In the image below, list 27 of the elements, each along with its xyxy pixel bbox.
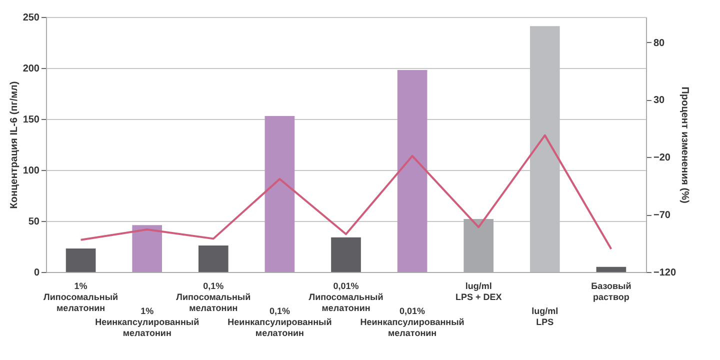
y-tick-label: 100 xyxy=(22,166,40,176)
bar xyxy=(397,70,428,272)
line-series xyxy=(80,134,612,250)
x-tick-label: 0,01% Липосомальный мелатонин xyxy=(308,281,384,313)
y-tick-label: 50 xyxy=(28,216,40,228)
bar xyxy=(264,116,295,272)
x-tick-label: Базовый раствор xyxy=(591,281,632,302)
y-tick-label: 200 xyxy=(22,64,40,74)
y2-tick-label: 80 xyxy=(654,38,666,49)
bar xyxy=(132,225,162,272)
y2-tick-label: −120 xyxy=(654,268,676,278)
y-tick-label: 250 xyxy=(22,12,40,24)
bar xyxy=(66,248,96,272)
y2-axis-title: Процент изменения (%) xyxy=(679,86,690,204)
bar xyxy=(596,266,626,272)
x-tick-label: lug/ml LPS + DEX xyxy=(455,281,502,302)
x-tick-label: 0,1% Липосомальный мелатонин xyxy=(176,281,251,313)
x-tick-label: lug/ml LPS xyxy=(532,306,558,327)
bar xyxy=(331,237,361,272)
y2-tick-label: −20 xyxy=(654,152,671,164)
y-tick-label: 0 xyxy=(34,268,40,278)
y-axis-title: Концентрация IL-6 (пг/мл) xyxy=(8,81,20,209)
x-tick-label: 1% Липосомальный мелатонин xyxy=(44,281,118,313)
y2-tick-label: 30 xyxy=(654,95,666,106)
y2-tick-label: −70 xyxy=(654,210,671,222)
bar xyxy=(198,245,228,272)
y-tick-label: 150 xyxy=(22,114,40,126)
